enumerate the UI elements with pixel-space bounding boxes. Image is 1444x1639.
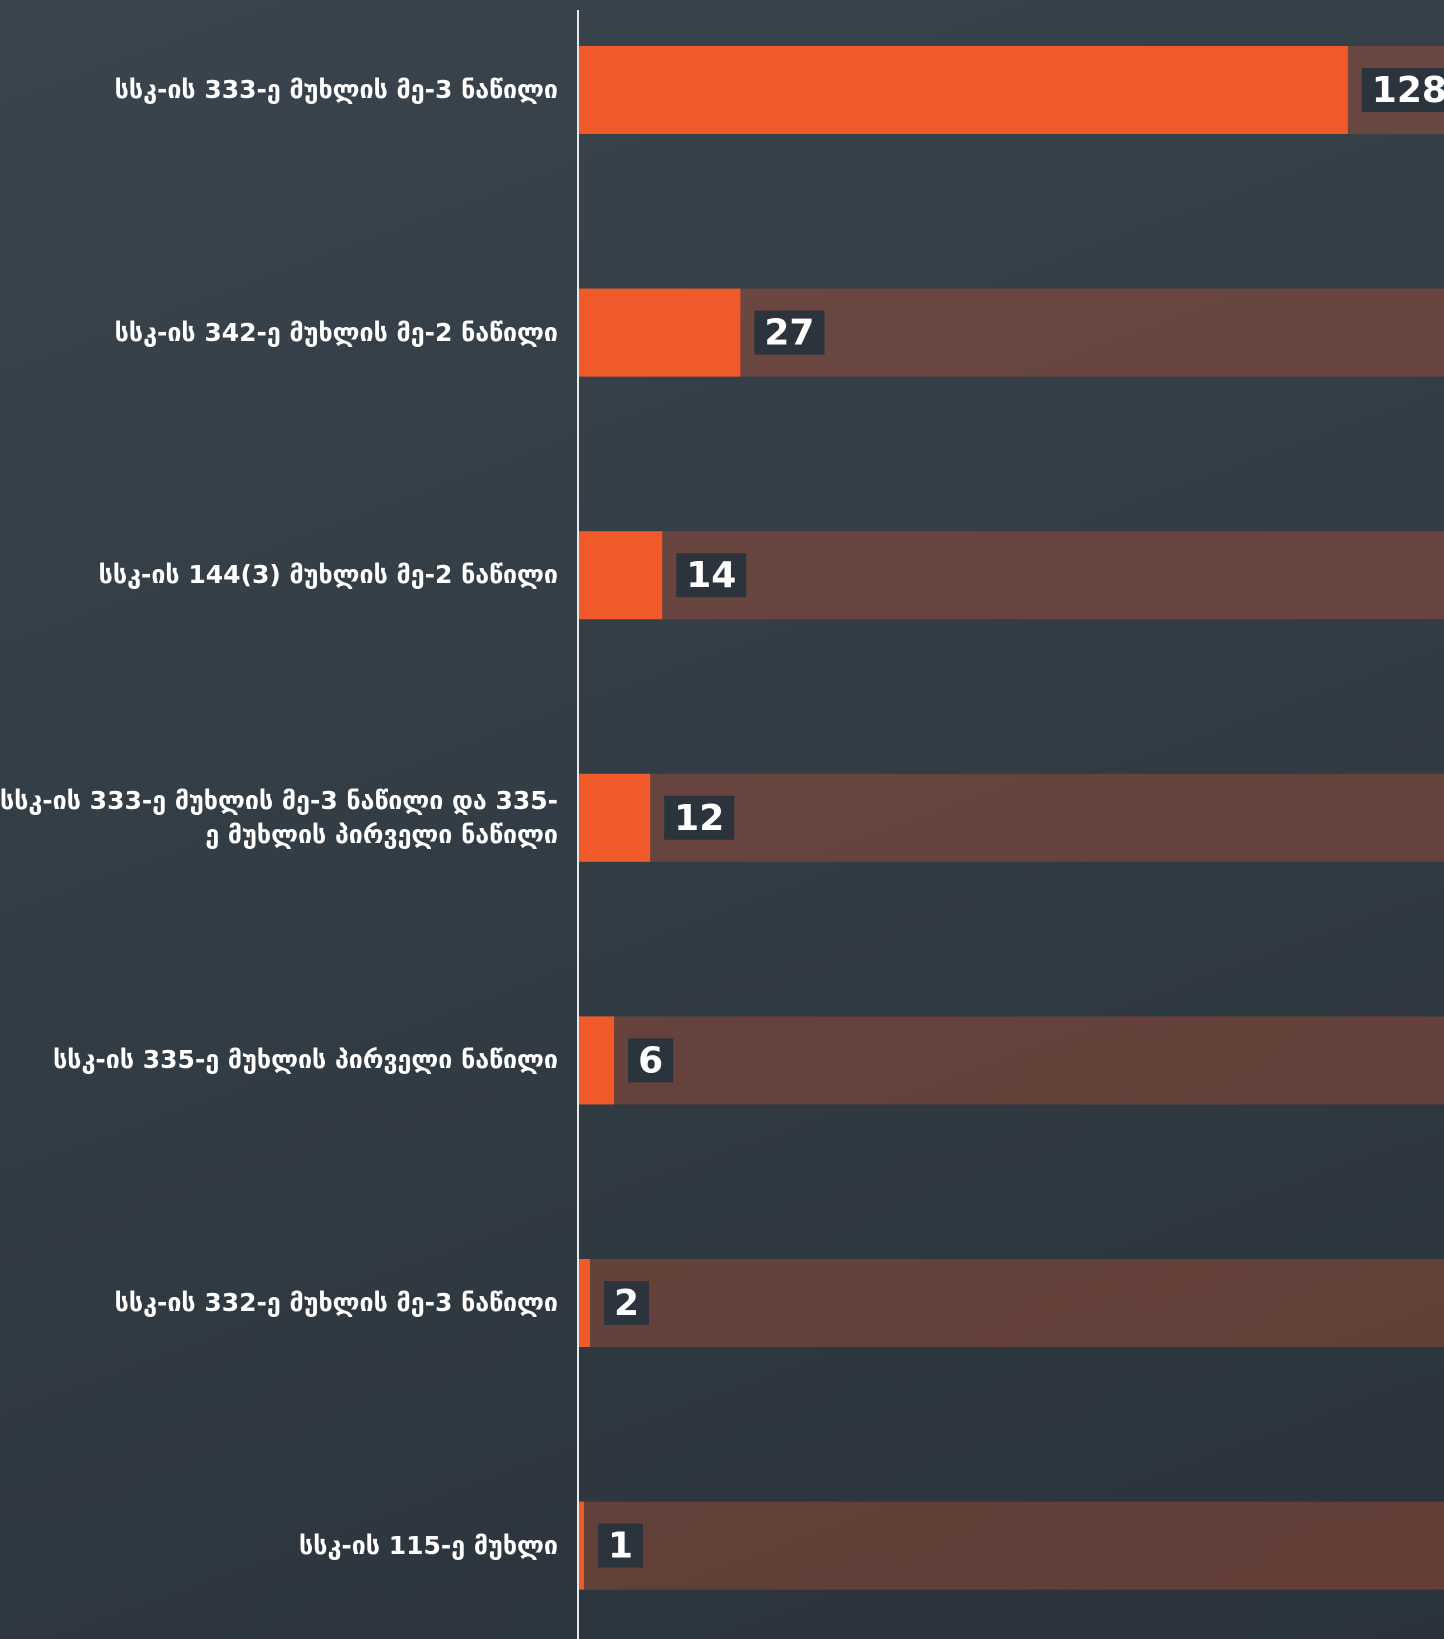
bar-track — [578, 1259, 1444, 1347]
bar — [578, 531, 663, 620]
value-label-bg — [628, 1038, 674, 1083]
category-label: სსკ-ის 333-ე მუხლის მე-3 ნაწილი და 335-ე… — [0, 785, 559, 849]
value-label: 1 — [608, 1526, 633, 1567]
value-label-bg — [664, 795, 735, 840]
bar — [578, 1259, 591, 1347]
bar-track — [578, 1016, 1444, 1105]
value-label-bg — [676, 553, 747, 598]
bar — [578, 1501, 585, 1590]
category-label: სსკ-ის 115-ე მუხლი — [299, 1530, 558, 1560]
value-label: 6 — [638, 1040, 663, 1081]
value-label: 128 — [1372, 70, 1444, 111]
category-label: სსკ-ის 335-ე მუხლის პირველი ნაწილი — [53, 1045, 558, 1075]
value-label: 2 — [614, 1283, 639, 1324]
category-label: სსკ-ის 332-ე მუხლის მე-3 ნაწილი — [114, 1288, 558, 1317]
value-label-bg — [754, 310, 825, 355]
value-label: 12 — [674, 798, 724, 839]
value-label-bg — [604, 1281, 650, 1325]
value-label: 14 — [686, 555, 736, 596]
value-label: 27 — [764, 313, 814, 354]
category-label: სსკ-ის 342-ე მუხლის მე-2 ნაწილი — [114, 317, 558, 347]
bar — [578, 46, 1348, 134]
bar — [578, 1016, 615, 1105]
category-label: სსკ-ის 144(3) მუხლის მე-2 ნაწილი — [98, 560, 558, 590]
bar-track — [578, 1501, 1444, 1590]
value-label-bg — [598, 1523, 644, 1568]
value-label-bg — [1361, 68, 1444, 112]
bar — [578, 288, 741, 377]
bar — [578, 773, 651, 862]
category-label: სსკ-ის 333-ე მუხლის მე-3 ნაწილი — [114, 75, 558, 104]
